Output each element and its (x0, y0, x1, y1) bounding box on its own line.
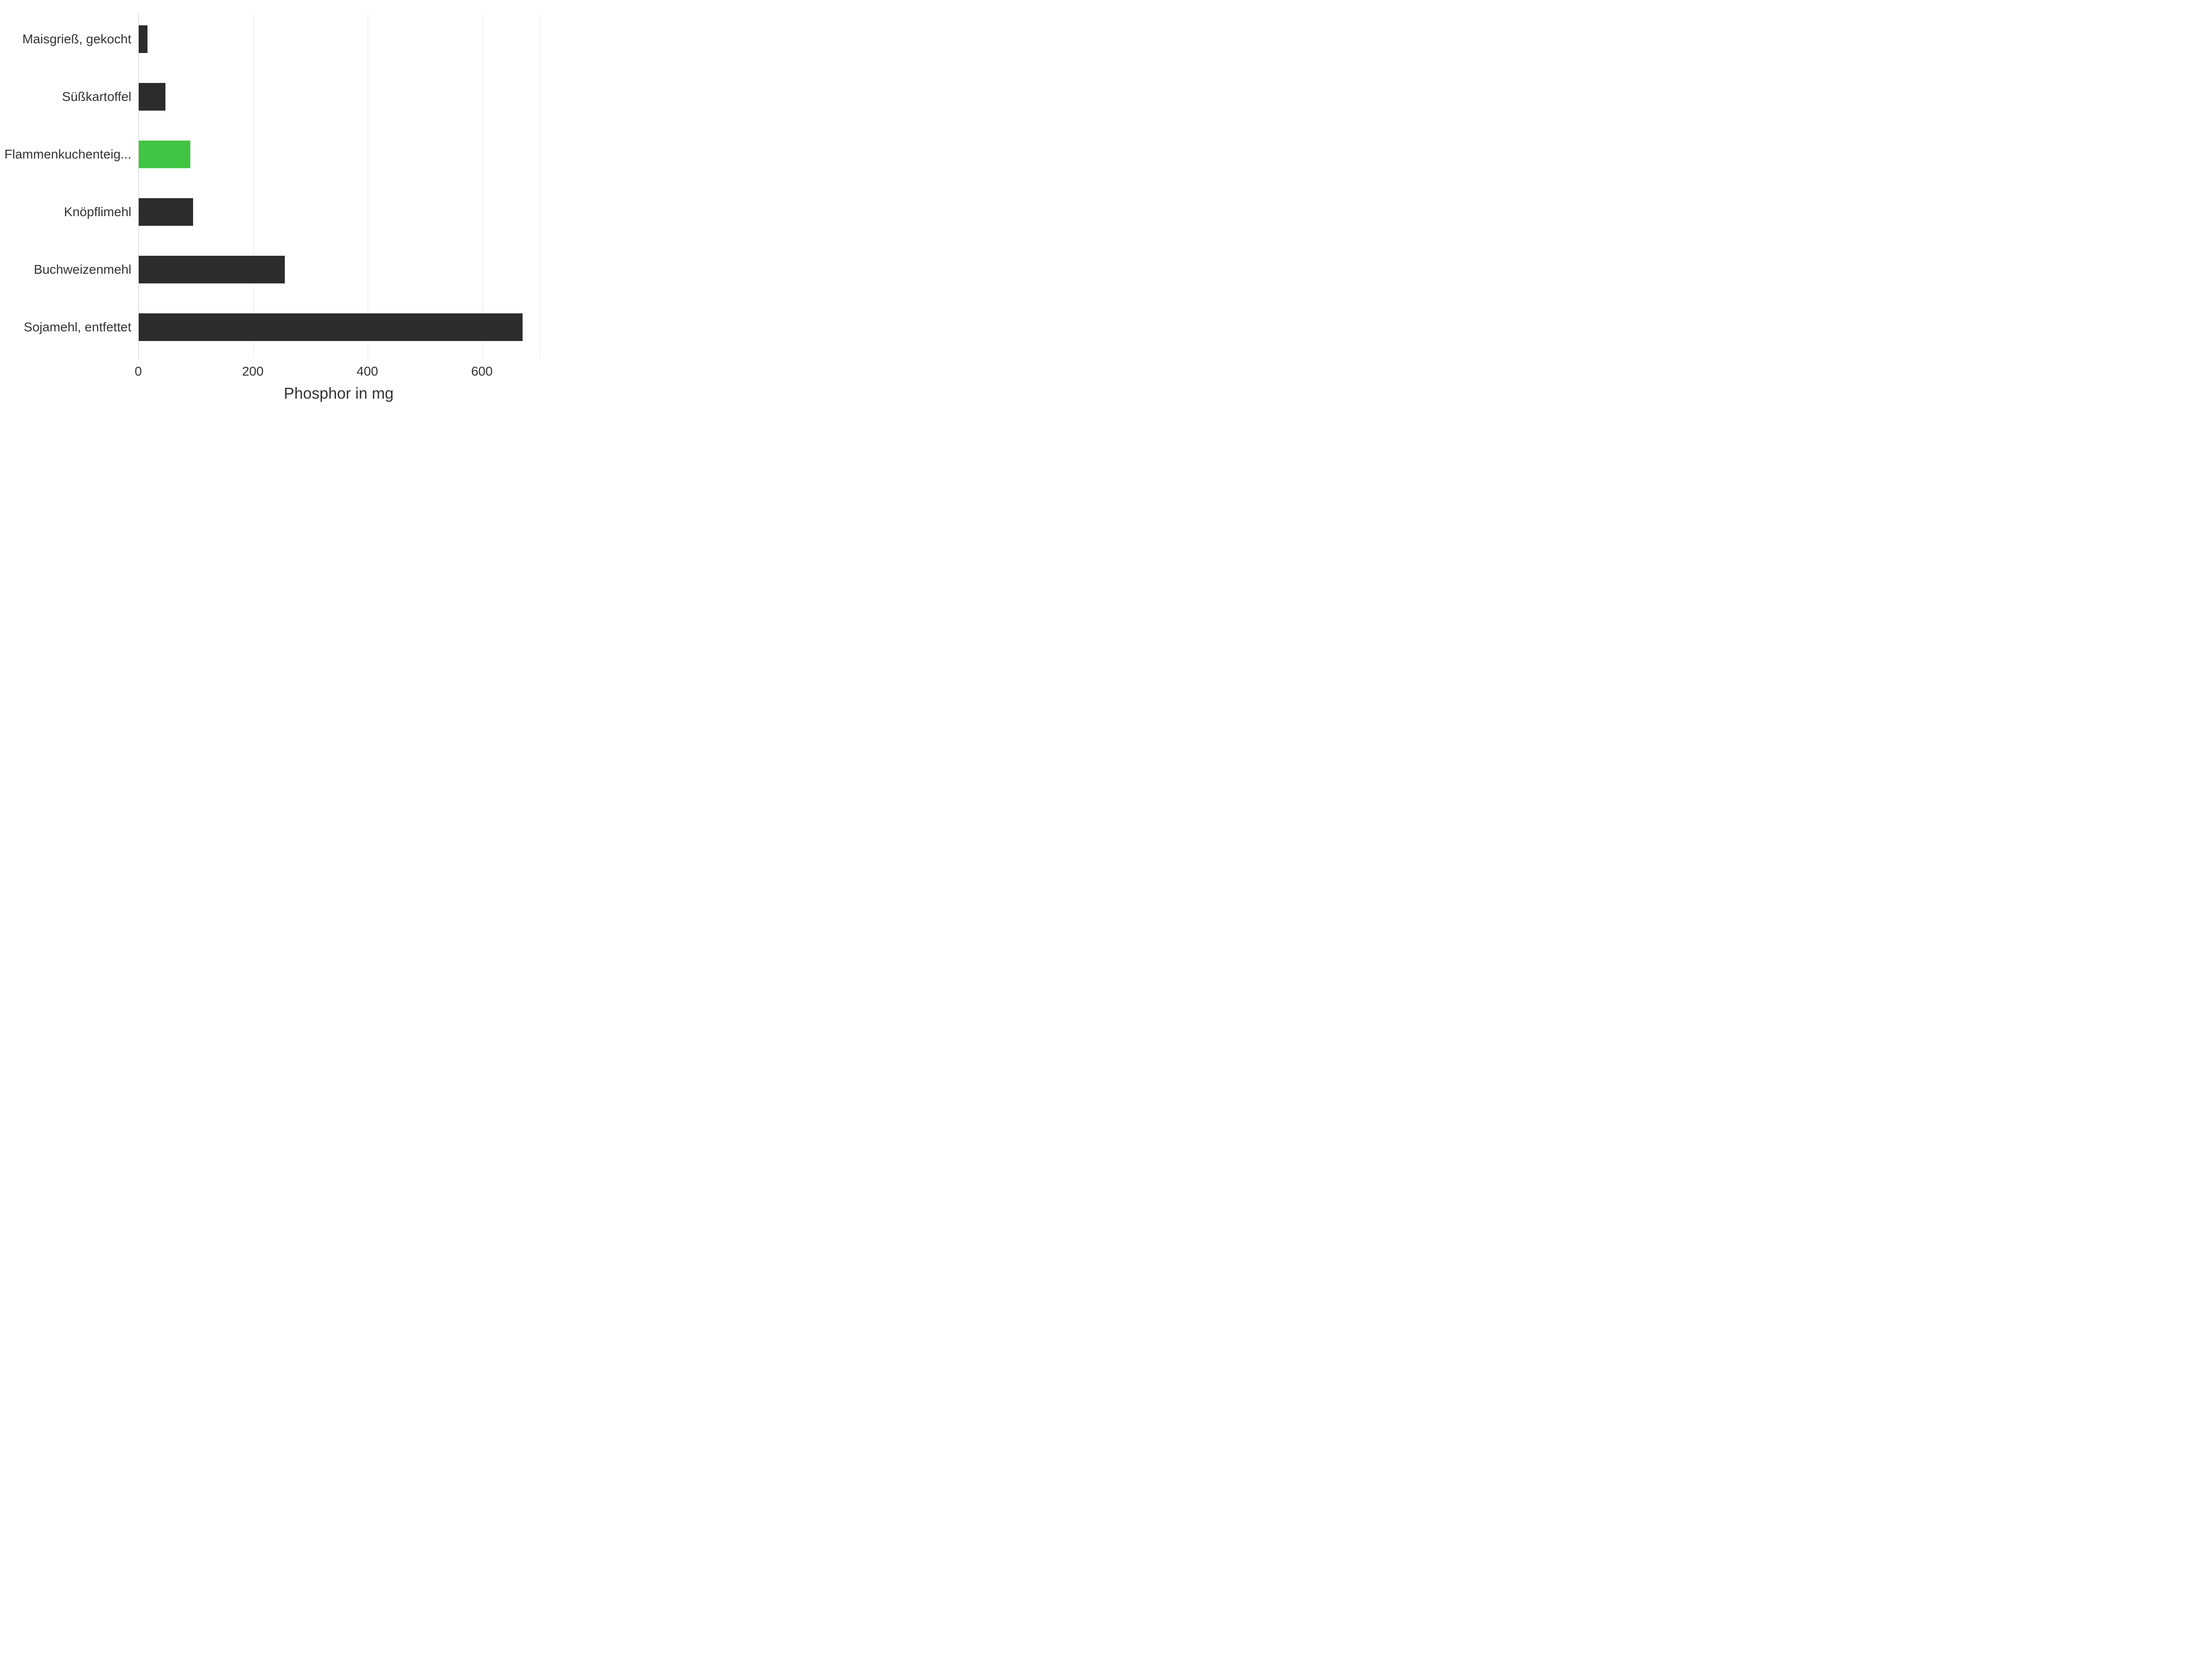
x-axis-title: Phosphor in mg (138, 385, 539, 403)
bar (139, 83, 165, 111)
y-category-label: Buchweizenmehl (2, 256, 131, 283)
x-tick-label: 200 (242, 364, 264, 379)
bar (139, 256, 285, 283)
bar (139, 25, 147, 53)
y-category-label: Knöpflimehl (2, 198, 131, 226)
chart-container: Phosphor in mg 0 200 400 600 Maisgrieß, geko… (0, 0, 553, 415)
plot-area (138, 14, 539, 359)
bar (139, 313, 523, 341)
bar (139, 198, 193, 226)
y-category-label: Sojamehl, entfettet (2, 313, 131, 341)
x-tick-label: 0 (135, 364, 142, 379)
y-category-label: Maisgrieß, gekocht (2, 25, 131, 53)
x-tick-label: 600 (471, 364, 493, 379)
y-category-label: Süßkartoffel (2, 83, 131, 111)
gridline (253, 14, 254, 359)
gridline (482, 14, 483, 359)
bar (139, 141, 190, 168)
x-tick-label: 400 (357, 364, 378, 379)
y-category-label: Flammenkuchenteig... (2, 141, 131, 168)
